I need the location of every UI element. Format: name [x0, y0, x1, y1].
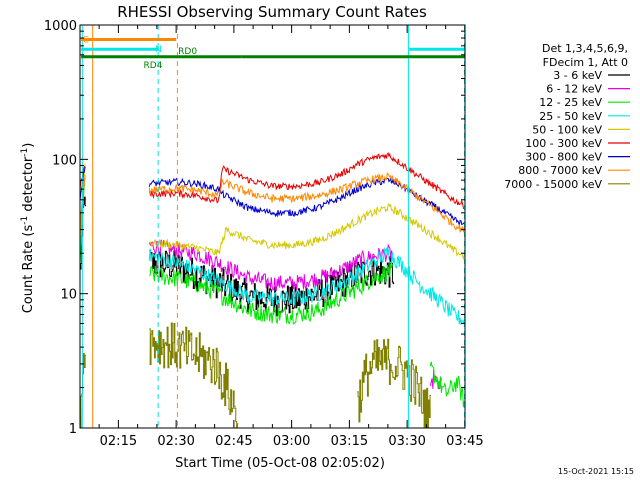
y-tick-label: 10	[60, 288, 77, 303]
legend-label: 300 - 800 keV	[525, 151, 602, 164]
x-tick-label: 03:15	[331, 434, 368, 449]
x-tick-label: 02:45	[215, 434, 252, 449]
x-tick-label: 03:45	[446, 434, 483, 449]
series-7000-15000-kev	[80, 322, 431, 428]
footer-timestamp: 15-Oct-2021 15:15	[558, 467, 634, 476]
axes: 1 10 100 1000 02:15 02:30 02:45 03:00 03:15 03:30…	[44, 19, 484, 449]
series-line	[148, 238, 394, 292]
series-line	[149, 322, 239, 428]
legend-label: 800 - 7000 keV	[518, 164, 602, 177]
legend-label: 12 - 25 keV	[539, 96, 602, 109]
series-line	[149, 263, 394, 325]
legend-label: 50 - 100 keV	[532, 123, 602, 136]
series-line	[148, 202, 465, 261]
x-tick-label: 03:30	[388, 434, 425, 449]
y-axis-label-sup: -1	[20, 148, 30, 157]
rd4-label: RD4	[144, 61, 163, 71]
attenuator-label: C	[83, 35, 89, 45]
y-axis-label-sup: -1	[20, 216, 30, 225]
chart-title: RHESSI Observing Summary Count Rates	[117, 3, 427, 21]
y-axis-label-part: detector	[21, 156, 36, 216]
y-axis-label: Count Rate (s-1 detector-1)	[20, 143, 36, 314]
x-tick-label: 02:15	[100, 434, 137, 449]
x-tick-label: 03:00	[273, 434, 310, 449]
legend-label: 25 - 50 keV	[539, 110, 602, 123]
y-axis-label-part: )	[21, 143, 36, 148]
legend-header: FDecim 1, Att 0	[543, 56, 628, 69]
series-line	[429, 361, 465, 408]
legend: Det 1,3,4,5,6,9,FDecim 1, Att 03 - 6 keV…	[504, 42, 630, 191]
legend-label: 100 - 300 keV	[525, 137, 602, 150]
legend-label: 6 - 12 keV	[546, 83, 602, 96]
legend-header: Det 1,3,4,5,6,9,	[542, 42, 628, 55]
legend-label: 3 - 6 keV	[553, 69, 602, 82]
series-line	[148, 171, 465, 233]
x-tick-label: 02:30	[157, 434, 194, 449]
plot-area: C N RD0 RD4	[80, 25, 465, 428]
x-axis-label: Start Time (05-Oct-08 02:05:02)	[175, 456, 385, 471]
y-tick-label: 100	[52, 153, 77, 168]
y-tick-label: 1	[69, 422, 77, 437]
y-axis-label-part: Count Rate (s	[21, 225, 36, 314]
series-line	[148, 152, 465, 210]
series-line	[148, 246, 465, 325]
series-line	[357, 338, 431, 428]
rd0-label: RD0	[178, 47, 197, 57]
series-line	[80, 353, 87, 428]
legend-label: 7000 - 15000 keV	[504, 178, 602, 191]
night-label: N	[155, 45, 162, 55]
y-tick-label: 1000	[44, 19, 77, 34]
